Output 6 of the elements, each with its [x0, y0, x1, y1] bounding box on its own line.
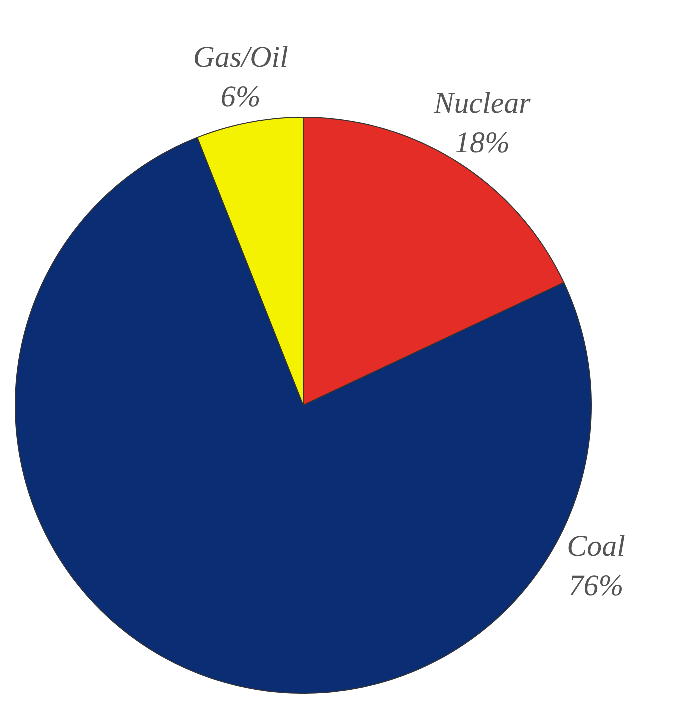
slice-label: Gas/Oil — [193, 41, 288, 74]
slice-label: Coal — [567, 530, 626, 564]
data-label: 6% — [220, 80, 261, 114]
data-label: 18% — [455, 126, 510, 160]
slice-label: Nuclear — [433, 87, 532, 120]
data-label: 76% — [568, 570, 624, 603]
